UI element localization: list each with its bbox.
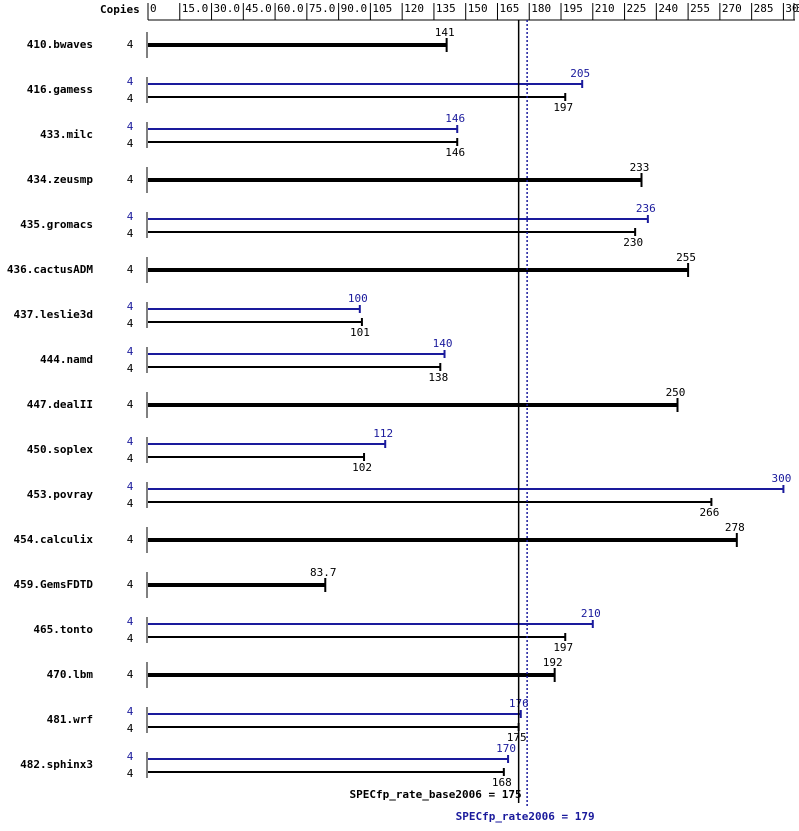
peak-label: 236 bbox=[636, 202, 656, 215]
peak-label: 146 bbox=[445, 112, 465, 125]
base-label: 197 bbox=[553, 641, 573, 654]
benchmark-name: 433.milc bbox=[40, 128, 93, 141]
benchmark-name: 481.wrf bbox=[47, 713, 93, 726]
base-copies: 4 bbox=[127, 452, 134, 465]
base-copies: 4 bbox=[127, 578, 134, 591]
benchmark-name: 436.cactusADM bbox=[7, 263, 93, 276]
benchmark-name: 416.gamess bbox=[27, 83, 93, 96]
x-tick-label: 105 bbox=[372, 2, 392, 15]
base-label: 168 bbox=[492, 776, 512, 789]
base-label: 138 bbox=[428, 371, 448, 384]
base-label: 197 bbox=[553, 101, 573, 114]
base-copies: 4 bbox=[127, 497, 134, 510]
benchmark-name: 450.soplex bbox=[27, 443, 94, 456]
x-tick-label: 270 bbox=[722, 2, 742, 15]
x-tick-label: 285 bbox=[754, 2, 774, 15]
x-tick-label: 45.0 bbox=[245, 2, 271, 15]
base-copies: 4 bbox=[127, 38, 134, 51]
peak-copies: 4 bbox=[127, 345, 134, 358]
base-copies: 4 bbox=[127, 533, 134, 546]
x-tick-label: 195 bbox=[563, 2, 583, 15]
x-tick-label: 75.0 bbox=[309, 2, 336, 15]
x-tick-label: 90.0 bbox=[341, 2, 368, 15]
benchmark-name: 459.GemsFDTD bbox=[14, 578, 94, 591]
base-label: 250 bbox=[666, 386, 686, 399]
base-label: 175 bbox=[507, 731, 527, 744]
base-copies: 4 bbox=[127, 362, 134, 375]
base-copies: 4 bbox=[127, 767, 134, 780]
base-copies: 4 bbox=[127, 263, 134, 276]
base-label: 101 bbox=[350, 326, 370, 339]
x-tick-label: 225 bbox=[627, 2, 647, 15]
peak-label: 100 bbox=[348, 292, 368, 305]
x-tick-label: 165 bbox=[499, 2, 519, 15]
x-tick-label: 300 bbox=[785, 2, 799, 15]
base-label: 141 bbox=[435, 26, 455, 39]
benchmark-name: 447.dealII bbox=[27, 398, 93, 411]
peak-reference-label: SPECfp_rate2006 = 179 bbox=[456, 810, 595, 823]
benchmark-name: 454.calculix bbox=[14, 533, 94, 546]
base-label: 83.7 bbox=[310, 566, 337, 579]
x-tick-label: 30.0 bbox=[214, 2, 241, 15]
x-tick-label: 120 bbox=[404, 2, 424, 15]
base-label: 192 bbox=[543, 656, 563, 669]
x-tick-label: 60.0 bbox=[277, 2, 304, 15]
benchmark-name: 437.leslie3d bbox=[14, 308, 93, 321]
base-copies: 4 bbox=[127, 173, 134, 186]
base-copies: 4 bbox=[127, 722, 134, 735]
x-tick-label: 255 bbox=[690, 2, 710, 15]
x-tick-label: 240 bbox=[658, 2, 678, 15]
peak-label: 300 bbox=[771, 472, 791, 485]
base-label: 230 bbox=[623, 236, 643, 249]
peak-copies: 4 bbox=[127, 210, 134, 223]
base-reference-label: SPECfp_rate_base2006 = 175 bbox=[349, 788, 521, 801]
x-tick-label: 15.0 bbox=[182, 2, 209, 15]
base-copies: 4 bbox=[127, 92, 134, 105]
benchmark-name: 410.bwaves bbox=[27, 38, 93, 51]
base-label: 233 bbox=[630, 161, 650, 174]
benchmark-name: 465.tonto bbox=[33, 623, 93, 636]
base-label: 146 bbox=[445, 146, 465, 159]
base-copies: 4 bbox=[127, 668, 134, 681]
x-tick-label: 210 bbox=[595, 2, 615, 15]
base-copies: 4 bbox=[127, 632, 134, 645]
peak-copies: 4 bbox=[127, 75, 134, 88]
x-tick-label: 0 bbox=[150, 2, 157, 15]
x-tick-label: 305 bbox=[796, 2, 799, 15]
peak-copies: 4 bbox=[127, 435, 134, 448]
peak-label: 112 bbox=[373, 427, 393, 440]
peak-label: 205 bbox=[570, 67, 590, 80]
peak-copies: 4 bbox=[127, 705, 134, 718]
base-copies: 4 bbox=[127, 398, 134, 411]
copies-header: Copies bbox=[100, 3, 140, 16]
peak-copies: 4 bbox=[127, 480, 134, 493]
base-copies: 4 bbox=[127, 227, 134, 240]
base-label: 278 bbox=[725, 521, 745, 534]
base-label: 266 bbox=[699, 506, 719, 519]
peak-label: 210 bbox=[581, 607, 601, 620]
x-tick-label: 135 bbox=[436, 2, 456, 15]
benchmark-name: 434.zeusmp bbox=[27, 173, 94, 186]
x-tick-label: 150 bbox=[468, 2, 488, 15]
base-label: 102 bbox=[352, 461, 372, 474]
benchmark-name: 470.lbm bbox=[47, 668, 94, 681]
benchmark-name: 435.gromacs bbox=[20, 218, 93, 231]
peak-copies: 4 bbox=[127, 615, 134, 628]
peak-copies: 4 bbox=[127, 750, 134, 763]
peak-label: 140 bbox=[433, 337, 453, 350]
base-copies: 4 bbox=[127, 137, 134, 150]
x-tick-label: 180 bbox=[531, 2, 551, 15]
peak-copies: 4 bbox=[127, 300, 134, 313]
base-label: 255 bbox=[676, 251, 696, 264]
base-copies: 4 bbox=[127, 317, 134, 330]
peak-copies: 4 bbox=[127, 120, 134, 133]
benchmark-name: 482.sphinx3 bbox=[20, 758, 93, 771]
benchmark-name: 453.povray bbox=[27, 488, 94, 501]
benchmark-name: 444.namd bbox=[40, 353, 93, 366]
peak-label: 170 bbox=[496, 742, 516, 755]
